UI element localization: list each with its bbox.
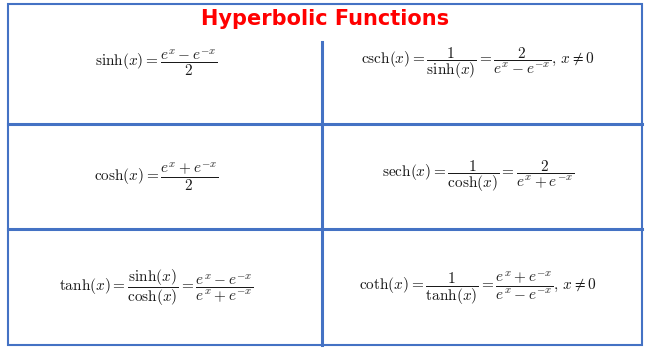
Text: $\sinh(x)=\dfrac{e^{x}-e^{-x}}{2}$: $\sinh(x)=\dfrac{e^{x}-e^{-x}}{2}$ (94, 47, 218, 78)
Text: $\mathrm{csch}(x)=\dfrac{1}{\sinh(x)}=\dfrac{2}{e^{x}-e^{-x}},\,x\neq 0$: $\mathrm{csch}(x)=\dfrac{1}{\sinh(x)}=\d… (361, 45, 595, 81)
Text: $\coth(x)=\dfrac{1}{\tanh(x)}=\dfrac{e^{x}+e^{-x}}{e^{x}-e^{-x}},\,x\neq 0$: $\coth(x)=\dfrac{1}{\tanh(x)}=\dfrac{e^{… (359, 269, 597, 307)
Text: $\mathrm{sech}(x)=\dfrac{1}{\cosh(x)}=\dfrac{2}{e^{x}+e^{-x}}$: $\mathrm{sech}(x)=\dfrac{1}{\cosh(x)}=\d… (382, 158, 574, 194)
Text: $\cosh(x)=\dfrac{e^{x}+e^{-x}}{2}$: $\cosh(x)=\dfrac{e^{x}+e^{-x}}{2}$ (94, 160, 218, 193)
Text: $\tanh(x)=\dfrac{\sinh(x)}{\cosh(x)}=\dfrac{e^{x}-e^{-x}}{e^{x}+e^{-x}}$: $\tanh(x)=\dfrac{\sinh(x)}{\cosh(x)}=\df… (58, 268, 254, 308)
Text: Hyperbolic Functions: Hyperbolic Functions (201, 9, 449, 29)
